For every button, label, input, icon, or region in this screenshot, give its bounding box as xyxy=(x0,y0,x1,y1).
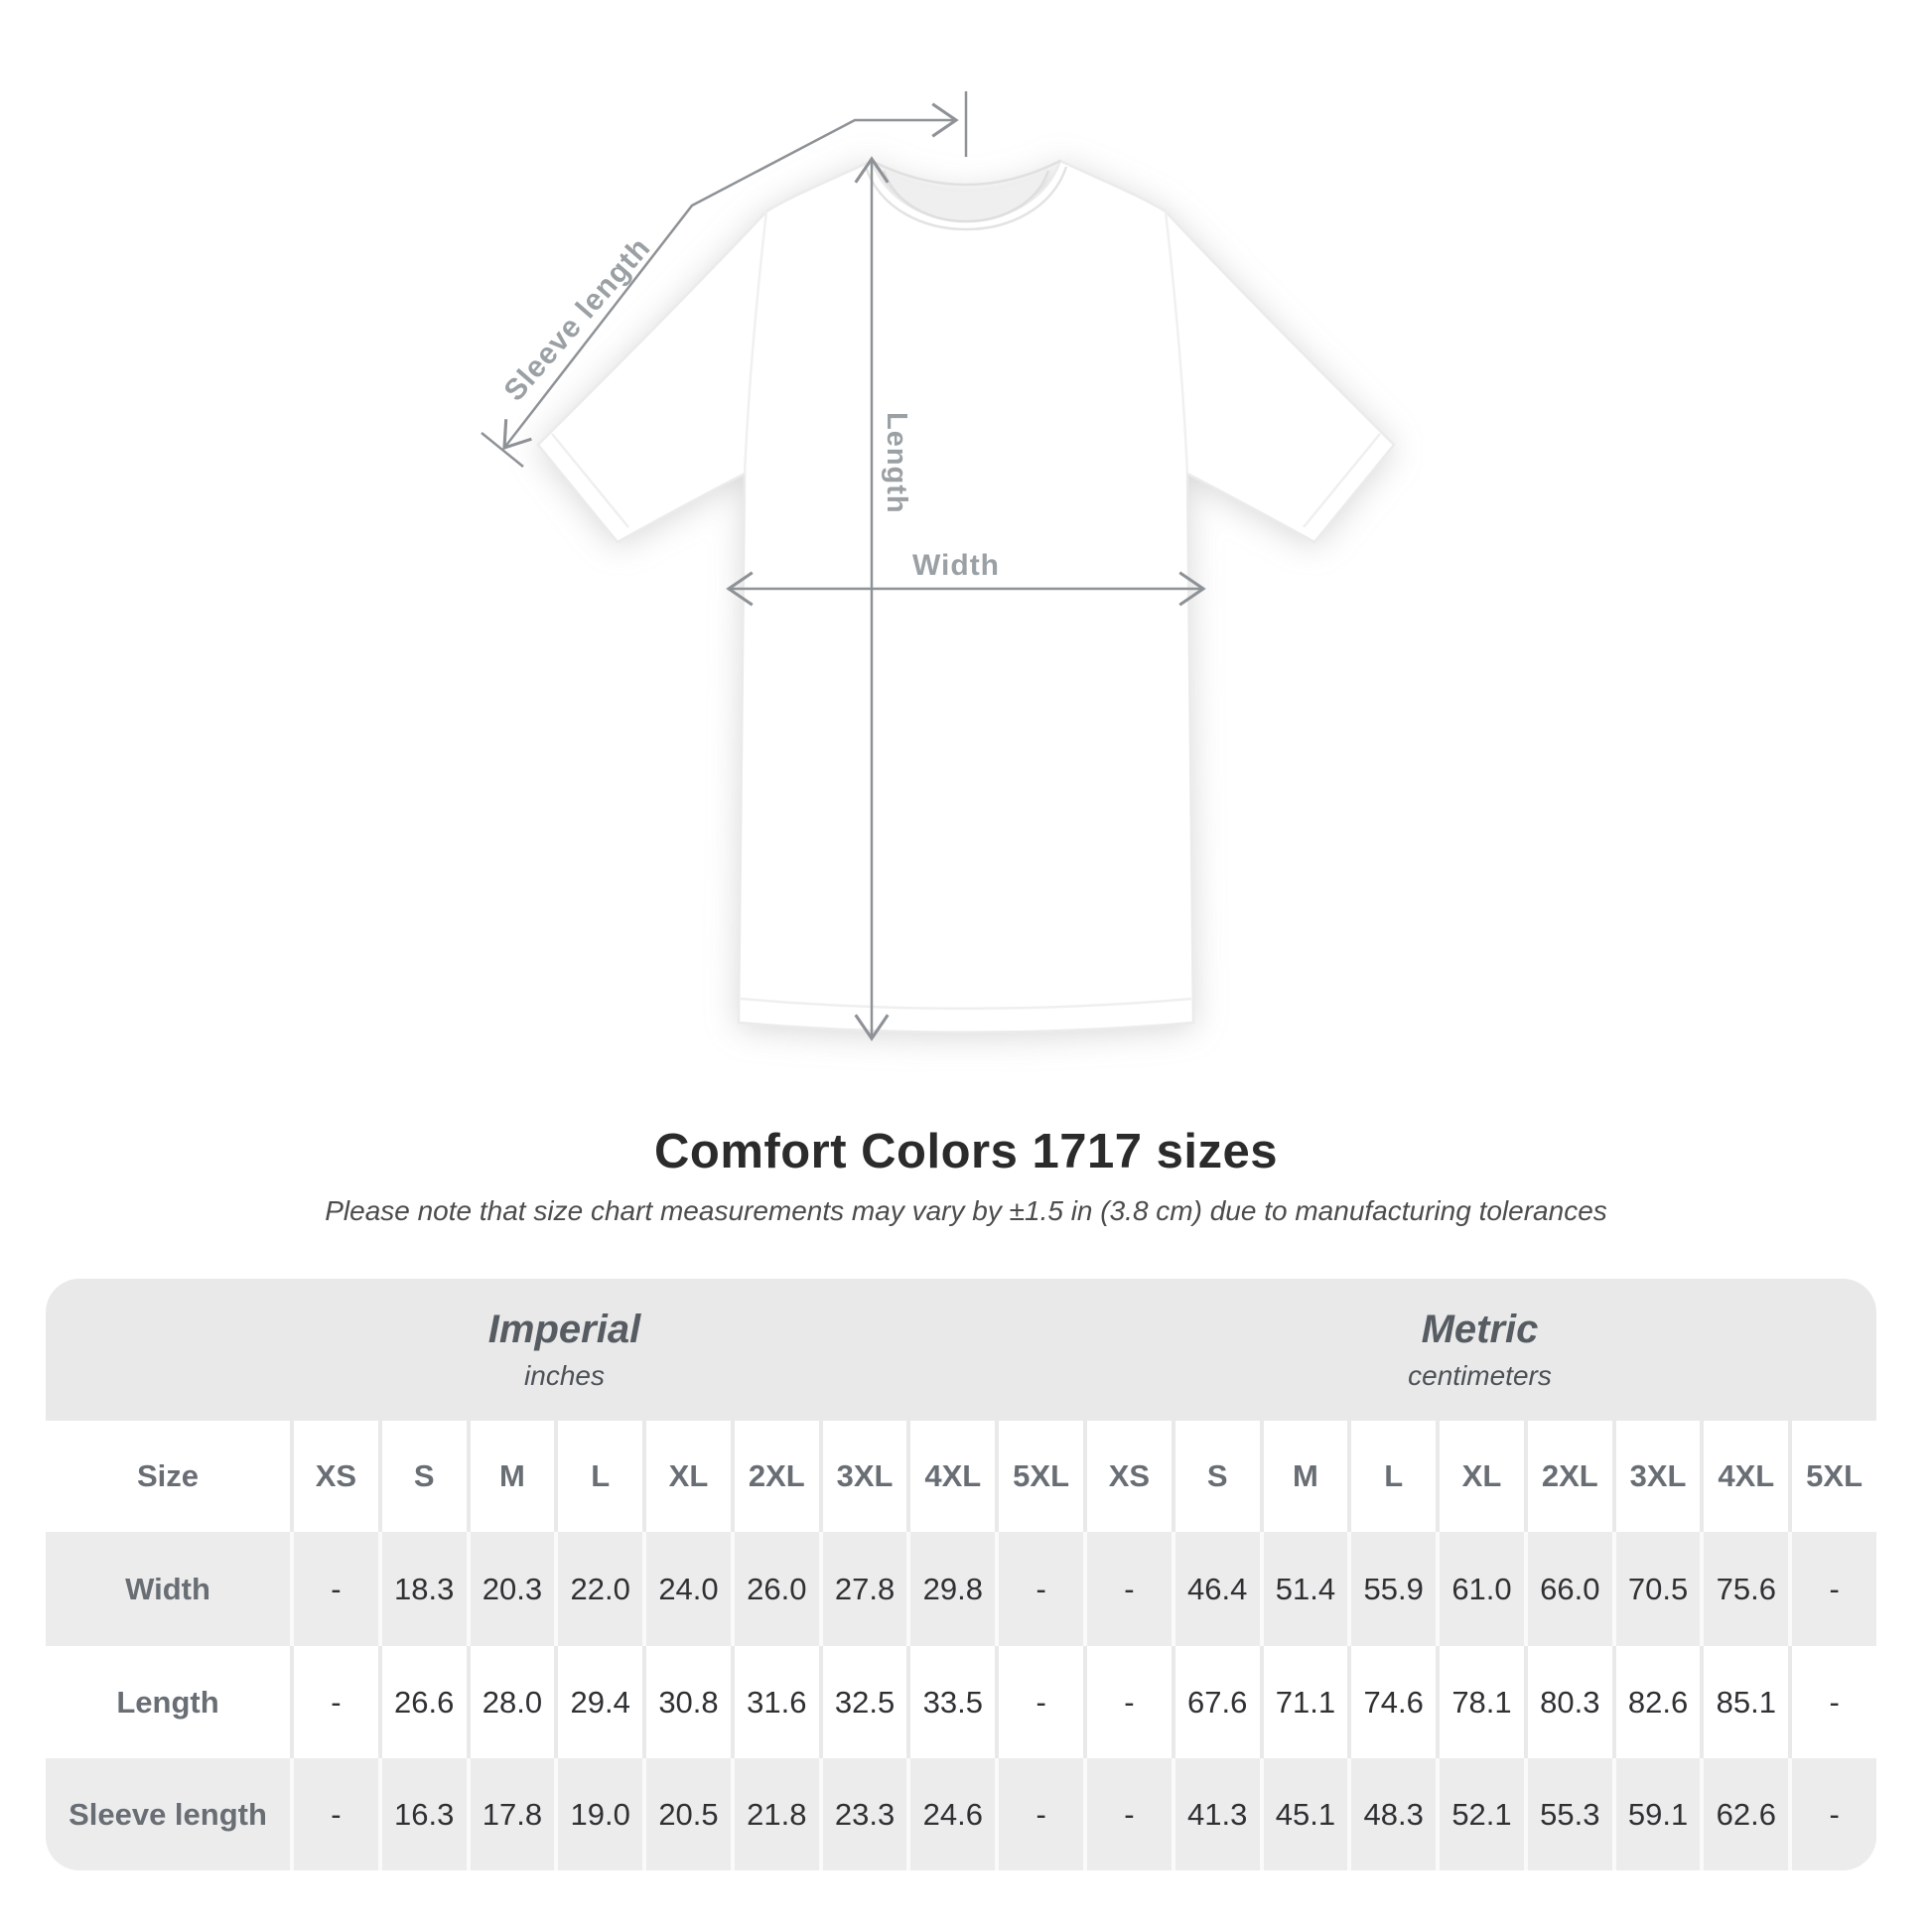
measurement-value-cell: 45.1 xyxy=(1259,1758,1348,1870)
width-label: Width xyxy=(911,549,1001,582)
row-label-length: Length xyxy=(116,1684,219,1720)
tshirt-right-cuff-hem xyxy=(1303,433,1381,528)
measurement-value-cell: 20.3 xyxy=(466,1532,555,1646)
measurement-value-cell: 70.5 xyxy=(1611,1532,1701,1646)
measurement-value-cell: - xyxy=(1083,1532,1172,1646)
size-column-header: 4XL xyxy=(906,1421,995,1532)
size-column-header: L xyxy=(1347,1421,1436,1532)
measurement-value-cell: 75.6 xyxy=(1700,1532,1788,1646)
table-row-sleeve-length: Sleeve length -16.3 17.8 19.0 20.5 21.8 23.3 2… xyxy=(46,1758,1876,1870)
measurement-value-cell: - xyxy=(1788,1646,1876,1758)
measurement-value-cell: 26.0 xyxy=(730,1532,819,1646)
units-header-row: Imperial inches Metric centimeters xyxy=(46,1279,1876,1421)
sleeve-length-tick-cuff xyxy=(481,432,524,468)
measurement-value-cell: 71.1 xyxy=(1259,1646,1348,1758)
measurement-value-cell: 33.5 xyxy=(906,1646,995,1758)
imperial-section-header: Imperial inches xyxy=(46,1279,1083,1421)
size-column-header: 5XL xyxy=(995,1421,1083,1532)
row-label-width: Width xyxy=(125,1571,210,1606)
size-column-header: M xyxy=(1259,1421,1348,1532)
measurement-value-cell: - xyxy=(290,1646,378,1758)
size-column-header: 4XL xyxy=(1700,1421,1788,1532)
measurement-value-cell: 28.0 xyxy=(466,1646,555,1758)
imperial-unit: inches xyxy=(524,1360,605,1391)
measurement-value-cell: 55.3 xyxy=(1523,1758,1612,1870)
measurement-value-cell: 52.1 xyxy=(1436,1758,1524,1870)
size-column-header: 2XL xyxy=(1523,1421,1612,1532)
measurement-value-cell: 62.6 xyxy=(1700,1758,1788,1870)
measurement-value-cell: 31.6 xyxy=(730,1646,819,1758)
measurement-value-cell: 82.6 xyxy=(1611,1646,1701,1758)
measurement-value-cell: 55.9 xyxy=(1347,1532,1436,1646)
size-column-header: 2XL xyxy=(730,1421,819,1532)
table-row-width: Width -18.3 20.3 22.0 24.0 26.0 27.8 29.8- -46.… xyxy=(46,1532,1876,1646)
size-column-header: XL xyxy=(642,1421,731,1532)
measurement-value-cell: 51.4 xyxy=(1259,1532,1348,1646)
measurement-value-cell: 48.3 xyxy=(1347,1758,1436,1870)
size-column-label: Size xyxy=(136,1458,200,1493)
tshirt-bottom-hem xyxy=(740,997,1192,1010)
table-row-length: Length -26.6 28.0 29.4 30.8 31.6 32.5 33.5- -67… xyxy=(46,1646,1876,1758)
measurement-value-cell: 16.3 xyxy=(377,1758,467,1870)
measurement-value-cell: - xyxy=(1083,1646,1172,1758)
size-column-header: S xyxy=(1171,1421,1260,1532)
size-column-header: S xyxy=(377,1421,467,1532)
tshirt-right-sleeve-seam xyxy=(1164,210,1189,475)
tshirt-measurement-diagram: Sleeve length Length Width xyxy=(481,91,1396,1041)
measurement-value-cell: 20.5 xyxy=(642,1758,731,1870)
measurement-value-cell: 67.6 xyxy=(1171,1646,1260,1758)
measurement-arrows xyxy=(481,91,1206,1041)
size-column-header: XL xyxy=(1436,1421,1524,1532)
measurement-value-cell: 74.6 xyxy=(1347,1646,1436,1758)
measurement-value-cell: 22.0 xyxy=(554,1532,642,1646)
metric-section-header: Metric centimeters xyxy=(1083,1279,1876,1421)
tolerance-note: Please note that size chart measurements… xyxy=(325,1195,1607,1226)
measurement-value-cell: 32.5 xyxy=(818,1646,907,1758)
measurement-value-cell: - xyxy=(995,1532,1083,1646)
measurement-value-cell: - xyxy=(290,1758,378,1870)
measurement-value-cell: 80.3 xyxy=(1523,1646,1612,1758)
measurement-value-cell: 19.0 xyxy=(554,1758,642,1870)
size-column-header: M xyxy=(466,1421,555,1532)
measurement-value-cell: 26.6 xyxy=(377,1646,467,1758)
measurement-value-cell: 23.3 xyxy=(818,1758,907,1870)
measurement-value-cell: - xyxy=(995,1758,1083,1870)
measurement-value-cell: - xyxy=(1788,1532,1876,1646)
measurement-value-cell: 17.8 xyxy=(466,1758,555,1870)
measurement-value-cell: 66.0 xyxy=(1523,1532,1612,1646)
measurement-value-cell: - xyxy=(1083,1758,1172,1870)
measurement-value-cell: 59.1 xyxy=(1611,1758,1701,1870)
measurement-value-cell: 85.1 xyxy=(1700,1646,1788,1758)
size-column-header: 3XL xyxy=(1611,1421,1701,1532)
measurement-value-cell: 29.4 xyxy=(554,1646,642,1758)
length-label: Length xyxy=(881,412,912,514)
imperial-heading: Imperial xyxy=(487,1308,641,1351)
measurement-value-cell: - xyxy=(995,1646,1083,1758)
measurement-value-cell: 21.8 xyxy=(730,1758,819,1870)
measurement-value-cell: 29.8 xyxy=(906,1532,995,1646)
measurement-value-cell: 30.8 xyxy=(642,1646,731,1758)
size-column-header: 5XL xyxy=(1788,1421,1876,1532)
metric-heading: Metric xyxy=(1421,1308,1539,1351)
measurement-value-cell: 41.3 xyxy=(1171,1758,1260,1870)
measurement-value-cell: - xyxy=(290,1532,378,1646)
sleeve-length-arrow xyxy=(502,102,959,451)
page-title: Comfort Colors 1717 sizes xyxy=(654,1125,1278,1178)
measurement-value-cell: 61.0 xyxy=(1436,1532,1524,1646)
measurement-value-cell: 78.1 xyxy=(1436,1646,1524,1758)
size-column-header: L xyxy=(554,1421,642,1532)
size-column-header: 3XL xyxy=(818,1421,907,1532)
measurement-value-cell: 24.0 xyxy=(642,1532,731,1646)
size-column-header: XS xyxy=(1083,1421,1172,1532)
size-table: Imperial inches Metric centimeters Size … xyxy=(46,1279,1876,1870)
measurement-value-cell: 24.6 xyxy=(906,1758,995,1870)
measurement-value-cell: 27.8 xyxy=(818,1532,907,1646)
measurement-value-cell: - xyxy=(1788,1758,1876,1870)
size-column-header: XS xyxy=(290,1421,378,1532)
metric-unit: centimeters xyxy=(1408,1360,1552,1391)
row-label-sleeve-length: Sleeve length xyxy=(69,1796,267,1832)
measurement-value-cell: 46.4 xyxy=(1171,1532,1260,1646)
measurement-value-cell: 18.3 xyxy=(377,1532,467,1646)
size-header-row: Size XS S M L XL 2XL 3XL 4XL 5XL XS S M L XL 2XL 3XL 4XL… xyxy=(46,1421,1876,1532)
